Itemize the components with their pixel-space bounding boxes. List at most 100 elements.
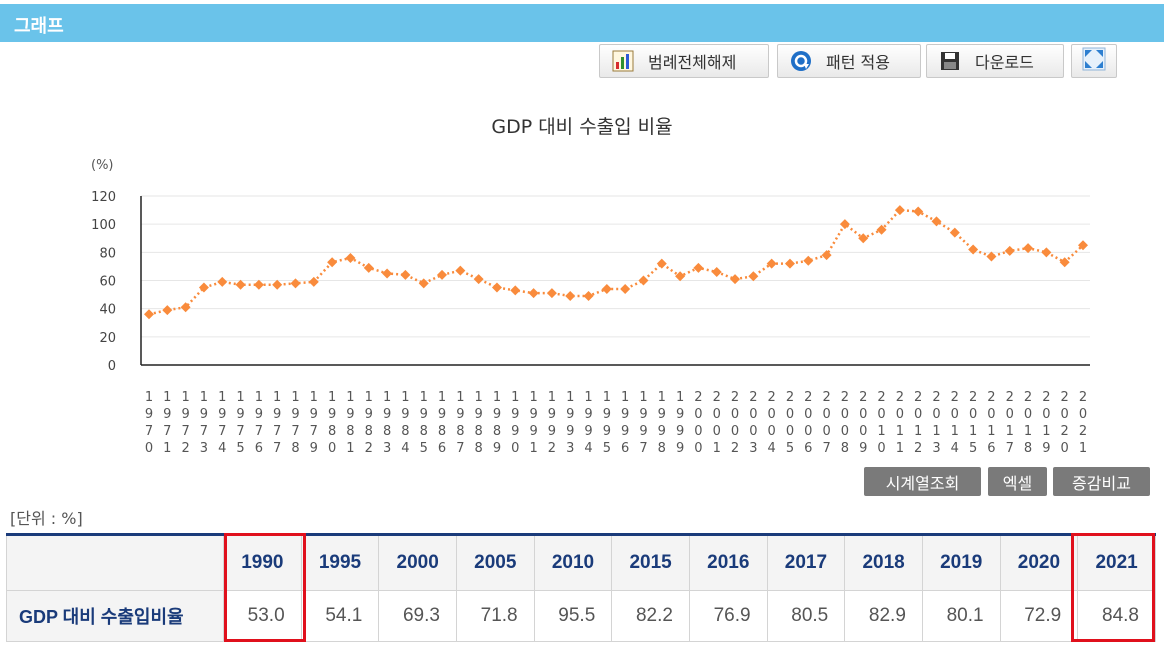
data-point[interactable] (290, 278, 301, 289)
data-point[interactable] (272, 279, 283, 290)
data-point[interactable] (693, 262, 704, 273)
year-header-2015: 2015 (611, 534, 690, 591)
data-point[interactable] (1078, 240, 1088, 251)
download-button[interactable]: 다운로드 (926, 44, 1064, 78)
data-point[interactable] (931, 216, 942, 227)
data-point[interactable] (913, 206, 924, 217)
data-point[interactable] (730, 274, 741, 285)
data-point[interactable] (986, 251, 997, 262)
data-point[interactable] (546, 288, 557, 299)
year-header-2020: 2020 (999, 534, 1079, 591)
data-point[interactable] (620, 283, 631, 294)
data-point[interactable] (382, 268, 393, 279)
graph-header-bar: 그래프 (0, 4, 1164, 42)
data-point[interactable] (638, 275, 649, 286)
data-point[interactable] (1004, 245, 1015, 256)
data-table: 1990 1995 2000 2005 2010 2015 2016 2017 2018 2019… (6, 533, 1156, 642)
data-point[interactable] (491, 282, 502, 293)
legend-toggle-button[interactable]: 범례전체해제 (599, 44, 769, 78)
data-point[interactable] (473, 274, 484, 285)
data-point[interactable] (784, 258, 795, 269)
data-point[interactable] (198, 282, 209, 293)
y-tick-label: 100 (91, 218, 116, 233)
data-point[interactable] (894, 205, 905, 216)
year-header-1990: 1990 (223, 534, 302, 591)
year-header-2010: 2010 (533, 534, 613, 591)
excel-button[interactable]: 엑셀 (988, 467, 1047, 496)
value-cell-2010: 95.5 (533, 590, 613, 642)
data-point[interactable] (418, 278, 429, 289)
data-point[interactable] (583, 290, 594, 301)
data-point[interactable] (235, 279, 246, 290)
data-point[interactable] (803, 255, 814, 266)
data-point[interactable] (144, 309, 154, 320)
data-point[interactable] (308, 276, 319, 287)
highlight-box-2021 (1071, 533, 1155, 642)
data-point[interactable] (601, 283, 612, 294)
data-point[interactable] (1059, 257, 1070, 268)
data-point[interactable] (675, 271, 686, 282)
data-point[interactable] (656, 258, 667, 269)
pattern-apply-label: 패턴 적용 (826, 53, 890, 72)
data-point[interactable] (327, 257, 338, 268)
graph-header-title: 그래프 (14, 16, 64, 37)
data-point[interactable] (858, 233, 869, 244)
data-point[interactable] (1041, 247, 1052, 258)
y-tick-label: 120 (91, 190, 116, 205)
year-header-2000: 2000 (378, 534, 457, 591)
bar-chart-icon (612, 50, 634, 72)
data-point[interactable] (363, 262, 374, 273)
data-point[interactable] (253, 279, 264, 290)
data-point[interactable] (839, 219, 850, 230)
data-point[interactable] (1023, 243, 1034, 254)
compare-button[interactable]: 증감비교 (1053, 467, 1150, 496)
y-tick-label: 40 (99, 303, 116, 318)
pattern-apply-button[interactable]: 패턴 적용 (777, 44, 921, 78)
value-cell-2015: 82.2 (611, 590, 690, 642)
data-point[interactable] (400, 269, 411, 280)
refresh-icon (790, 50, 812, 72)
value-cell-2000: 69.3 (378, 590, 457, 642)
value-cell-2005: 71.8 (455, 590, 535, 642)
data-point[interactable] (876, 224, 887, 235)
data-point[interactable] (437, 269, 448, 280)
data-point[interactable] (748, 271, 759, 282)
timeseries-button[interactable]: 시계열조회 (864, 467, 981, 496)
legend-toggle-label: 범례전체해제 (648, 53, 737, 72)
data-point[interactable] (162, 305, 173, 316)
series-line (148, 208, 1084, 316)
data-point[interactable] (968, 244, 979, 255)
value-cell-2021: 84.8 (1077, 590, 1156, 642)
data-point[interactable] (217, 276, 228, 287)
data-point[interactable] (711, 267, 722, 278)
data-point[interactable] (345, 252, 356, 263)
data-point[interactable] (180, 302, 191, 313)
data-point[interactable] (455, 265, 466, 276)
fullscreen-button[interactable] (1071, 44, 1117, 78)
data-point[interactable] (949, 227, 960, 238)
data-point[interactable] (766, 258, 777, 269)
data-point[interactable] (565, 290, 576, 301)
data-point[interactable] (821, 250, 832, 261)
data-point[interactable] (528, 288, 539, 299)
data-point[interactable] (510, 285, 521, 296)
